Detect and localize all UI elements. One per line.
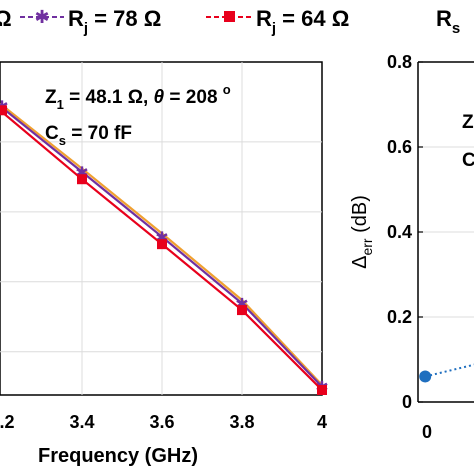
left-series-line-0 [0,102,323,386]
legend-item-1: ✱ Rj = 78 Ω [20,6,161,37]
left-series-line-2 [0,109,323,391]
left-series: ✱✱✱✱✱ [0,99,329,397]
legend-item-1-label: Rj = 78 Ω [68,6,161,37]
right-series-0-point-0 [419,370,432,383]
legend-item-2-marker [224,11,235,22]
legend-item-2-label: Rj = 64 Ω [256,6,349,37]
right-ytick-1: 0.2 [387,307,412,327]
left-xtick-0: 3.2 [0,412,15,432]
right-ytick-3: 0.6 [387,137,412,157]
right-grid [418,146,474,318]
left-annotation-1: Z1 = 48.1 Ω, θ = 208 o [45,82,231,112]
right-legend-label: Rs [436,6,460,37]
right-annotation-1: Z [462,112,474,133]
left-xticks: 3.2 3.4 3.6 3.8 4 [0,412,327,432]
left-series-2-point-4 [317,385,327,396]
left-series-2-point-0 [0,105,7,116]
left-annotation-2: Cs = 70 fF [45,123,132,148]
left-xtick-2: 3.6 [149,412,174,432]
right-yticks: 0 0.2 0.4 0.6 0.8 [387,52,423,412]
legend-item-2: Rj = 64 Ω [206,6,349,37]
right-ylabel: Δerr (dB) [349,195,375,269]
right-ytick-2: 0.4 [387,222,412,242]
right-plot: 0 0.2 0.4 0.6 0.8 0 Δerr (dB) Z C [349,52,474,442]
left-series-2-point-3 [237,305,247,316]
left-plot: ✱✱✱✱✱ 3.2 3.4 3.6 3.8 4 Frequency (GHz) Z1 =… [0,61,329,467]
legend: Ω ✱ Rj = 78 Ω Rj = 64 Ω Rs [0,6,460,37]
left-xlabel: Frequency (GHz) [38,445,198,467]
left-xtick-4: 4 [317,412,327,432]
right-ytick-4: 0.8 [387,52,412,72]
legend-item-1-marker: ✱ [34,7,49,27]
left-series-line-1 [0,105,323,388]
right-series [419,363,474,383]
right-ytick-0: 0 [402,392,412,412]
left-series-2-point-1 [77,174,87,185]
right-xtick-0: 0 [422,422,432,442]
right-series-line-0 [424,363,474,378]
right-annotation-2: C [462,150,474,171]
left-plot-frame [0,61,323,396]
left-grid [0,62,322,395]
left-xtick-3: 3.8 [229,412,254,432]
left-xtick-1: 3.4 [69,412,94,432]
left-series-2-point-2 [157,239,167,250]
legend-item-0-symbol: Ω [0,6,12,31]
